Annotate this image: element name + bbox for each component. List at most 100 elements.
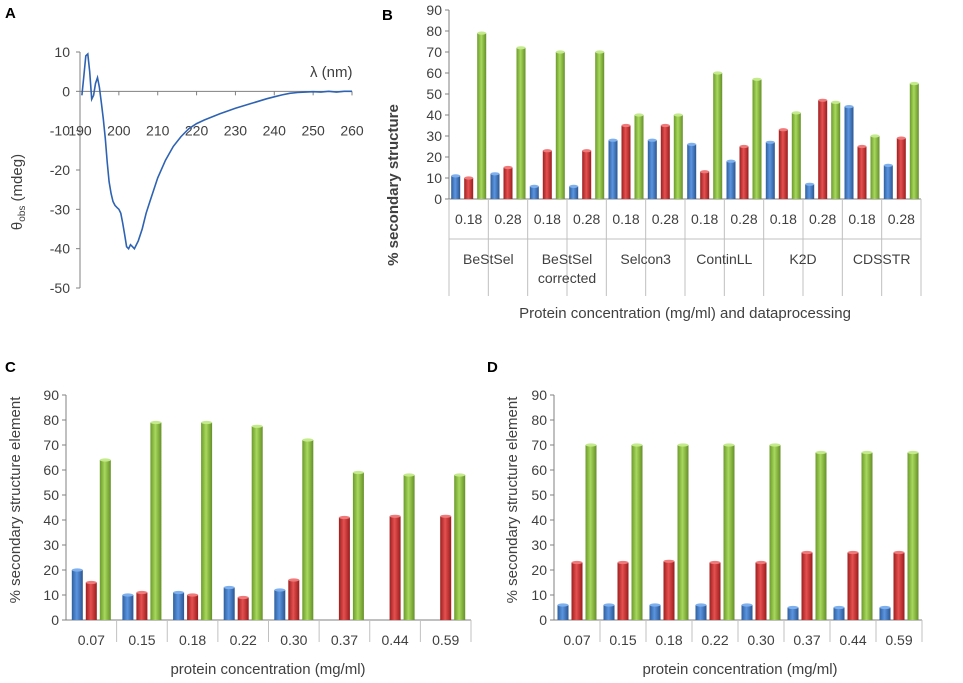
chart-b-bar-series3: [791, 112, 801, 199]
chart-b-y-tick-label: 50: [426, 86, 442, 102]
chart-b-category-label: 0.18: [612, 211, 639, 227]
chart-b-group-label: BeStSel: [542, 251, 593, 267]
chart-d-y-tick-label: 50: [531, 487, 547, 503]
chart-c-bar-top: [352, 470, 364, 475]
chart-d-bar-series1: [557, 605, 569, 620]
chart-d-bar-series2: [617, 562, 629, 620]
chart-d-bar-series3: [677, 445, 689, 620]
chart-b-category-label: 0.28: [494, 211, 521, 227]
chart-b-bar-top: [477, 31, 487, 35]
chart-d-category-label: 0.07: [563, 632, 590, 648]
chart-b-bar-series1: [726, 161, 736, 199]
chart-c-bar-top: [223, 585, 235, 590]
chart-a-x-label: λ (nm): [310, 64, 353, 81]
chart-b-bar-top: [660, 123, 670, 128]
chart-d-y-tick-label: 0: [539, 612, 547, 628]
chart-b-y-tick-label: 10: [426, 170, 442, 186]
chart-d-bar-top: [847, 550, 859, 555]
chart-b-y-tick-label: 0: [434, 191, 442, 207]
chart-b-bar-top: [451, 174, 461, 178]
chart-d-bar-series1: [695, 605, 707, 620]
chart-b-group-label: corrected: [538, 270, 596, 286]
chart-c-bar-top: [302, 438, 314, 442]
chart-a-x-tick-label: 260: [340, 122, 364, 138]
chart-a-y-label: θobs (mdeg): [9, 154, 28, 230]
chart-c-bar-top: [201, 420, 213, 425]
chart-c-bar-series3: [302, 440, 314, 620]
chart-c-bar-series2: [338, 517, 350, 620]
chart-d-bar-top: [677, 443, 689, 447]
chart-b: % secondary structure Protein concentrat…: [385, 2, 922, 322]
chart-d-bar-series3: [585, 445, 597, 620]
chart-b-bar-top: [687, 142, 697, 146]
chart-c-y-tick-label: 10: [43, 587, 59, 603]
chart-d-category-label: 0.30: [747, 632, 774, 648]
chart-c-bar-top: [237, 595, 249, 600]
chart-c-bar-top: [338, 515, 350, 520]
panel-label-a: A: [5, 5, 16, 22]
chart-d-category-label: 0.15: [609, 632, 636, 648]
chart-c-category-label: 0.30: [280, 632, 307, 648]
chart-b-bar-series2: [582, 150, 592, 199]
chart-c-bar-series2: [85, 582, 97, 620]
chart-b-bar-series2: [739, 146, 749, 199]
chart-d-bar-series2: [755, 562, 767, 620]
chart-d-bar-series1: [787, 607, 799, 620]
chart-a-x-tick-label: 250: [301, 122, 325, 138]
chart-c-bar-top: [173, 590, 185, 595]
chart-b-bar-top: [582, 149, 592, 153]
chart-a-x-tick-label: 230: [224, 122, 248, 138]
chart-a-x-tick-label: 200: [107, 122, 131, 138]
chart-c-category-label: 0.22: [230, 632, 257, 648]
chart-c-bar-series3: [251, 426, 263, 621]
chart-b-bar-series1: [805, 184, 815, 199]
panel-label-c: C: [5, 359, 16, 376]
chart-d-bar-series1: [879, 607, 891, 620]
chart-d-bar-top: [709, 560, 721, 565]
chart-c-y-tick-label: 90: [43, 387, 59, 403]
chart-d-bar-top: [769, 443, 781, 447]
chart-b-bar-series3: [870, 136, 880, 199]
chart-d-bar-top: [557, 603, 569, 607]
chart-b-bar-series2: [542, 150, 552, 199]
chart-c-bar-top: [85, 580, 97, 585]
chart-b-bar-top: [909, 81, 919, 86]
chart-c-y-tick-label: 20: [43, 562, 59, 578]
chart-b-group-label: ContinLL: [696, 251, 752, 267]
chart-a-y-tick-label: 0: [62, 83, 70, 99]
chart-b-bar-series1: [765, 142, 775, 199]
chart-b-y-tick-label: 30: [426, 128, 442, 144]
chart-b-bar-top: [464, 176, 474, 180]
chart-d-bar-top: [801, 550, 813, 555]
chart-b-bar-series2: [464, 178, 474, 199]
chart-b-bar-series2: [700, 171, 710, 199]
chart-b-bar-series3: [477, 33, 487, 199]
chart-b-bar-top: [542, 149, 552, 153]
chart-b-bar-top: [805, 182, 815, 186]
chart-d-category-label: 0.59: [885, 632, 912, 648]
chart-d-bar-top: [787, 605, 799, 610]
chart-c-category-label: 0.44: [381, 632, 408, 648]
chart-c-bar-top: [251, 424, 263, 428]
chart-b-bar-top: [608, 138, 618, 142]
chart-d-bar-top: [879, 605, 891, 610]
chart-d-bar-top: [755, 560, 767, 565]
chart-b-bar-top: [883, 163, 893, 167]
chart-a-x-tick-label: 220: [185, 122, 209, 138]
chart-d-bar-top: [631, 443, 643, 447]
chart-b-bar-top: [791, 111, 801, 115]
chart-c-bar-top: [99, 458, 111, 462]
chart-d-category-label: 0.37: [793, 632, 820, 648]
chart-c-bar-top: [150, 420, 162, 425]
chart-a-y-tick-label: -50: [50, 280, 70, 296]
chart-b-bar-series3: [673, 115, 683, 199]
chart-b-x-label: Protein concentration (mg/ml) and datapr…: [519, 305, 851, 322]
chart-c-x-label: protein concentration (mg/ml): [170, 661, 365, 678]
chart-d-y-tick-label: 70: [531, 437, 547, 453]
chart-d-bar-series2: [801, 552, 813, 620]
chart-b-bar-series1: [608, 140, 618, 199]
chart-b-bar-series1: [647, 140, 657, 199]
chart-d-bar-series2: [571, 562, 583, 620]
chart-b-bar-top: [896, 136, 906, 140]
chart-b-group-label: CDSSTR: [853, 251, 911, 267]
